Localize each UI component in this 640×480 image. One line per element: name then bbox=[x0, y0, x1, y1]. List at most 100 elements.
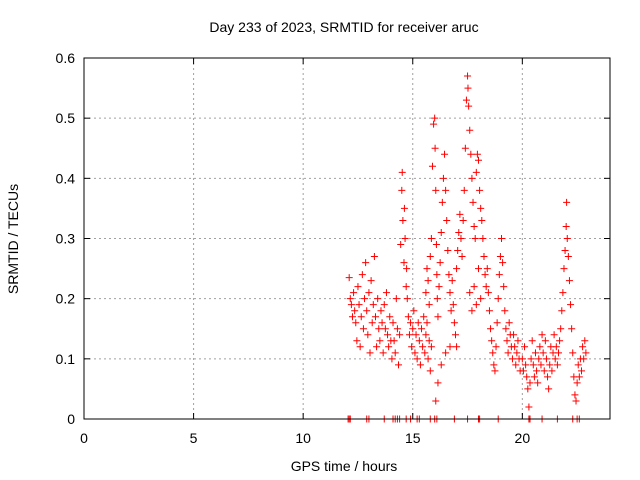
data-point bbox=[442, 349, 450, 357]
data-point bbox=[434, 313, 442, 321]
data-point bbox=[523, 373, 531, 381]
data-point bbox=[449, 301, 457, 309]
data-point bbox=[464, 72, 472, 80]
data-point bbox=[405, 331, 413, 339]
data-point bbox=[510, 331, 518, 339]
data-point bbox=[468, 307, 476, 315]
data-point bbox=[574, 361, 582, 369]
data-point bbox=[455, 228, 463, 236]
data-point bbox=[493, 319, 501, 327]
x-axis-label: GPS time / hours bbox=[291, 458, 398, 474]
data-point bbox=[550, 331, 558, 339]
data-point bbox=[351, 307, 359, 315]
data-point bbox=[578, 367, 586, 375]
data-point bbox=[426, 367, 434, 375]
data-point bbox=[431, 144, 439, 152]
data-point bbox=[378, 319, 386, 327]
data-point bbox=[345, 274, 353, 282]
data-point bbox=[426, 253, 434, 261]
data-point bbox=[580, 355, 588, 363]
data-point bbox=[572, 397, 580, 405]
data-point bbox=[374, 295, 382, 303]
data-point bbox=[453, 343, 461, 351]
data-point bbox=[503, 337, 511, 345]
data-point bbox=[398, 186, 406, 194]
data-point bbox=[450, 319, 458, 327]
data-point bbox=[537, 361, 545, 369]
data-point bbox=[390, 337, 398, 345]
data-point bbox=[540, 367, 548, 375]
data-point bbox=[458, 253, 466, 261]
data-point bbox=[512, 361, 520, 369]
data-point bbox=[427, 343, 435, 351]
y-tick-label: 0.4 bbox=[56, 170, 76, 186]
data-point bbox=[444, 247, 452, 255]
data-point bbox=[518, 355, 526, 363]
data-point bbox=[408, 343, 416, 351]
data-point bbox=[353, 337, 361, 345]
data-point bbox=[473, 150, 481, 158]
data-point bbox=[526, 379, 534, 387]
data-point bbox=[581, 337, 589, 345]
data-point bbox=[421, 349, 429, 357]
data-point bbox=[480, 253, 488, 261]
data-point bbox=[521, 343, 529, 351]
data-point bbox=[392, 295, 400, 303]
data-point bbox=[453, 265, 461, 273]
data-point bbox=[519, 367, 527, 375]
data-point bbox=[495, 271, 503, 279]
chart-title: Day 233 of 2023, SRMTID for receiver aru… bbox=[209, 19, 478, 35]
data-point bbox=[448, 277, 456, 285]
data-point bbox=[412, 331, 420, 339]
data-point bbox=[366, 349, 374, 357]
data-point bbox=[451, 331, 459, 339]
data-point bbox=[562, 222, 570, 230]
data-point bbox=[385, 343, 393, 351]
data-point bbox=[376, 337, 384, 345]
data-point bbox=[482, 283, 490, 291]
data-point bbox=[483, 265, 491, 273]
data-point bbox=[435, 283, 443, 291]
data-point bbox=[375, 325, 383, 333]
data-point bbox=[423, 319, 431, 327]
data-point bbox=[478, 216, 486, 224]
data-point bbox=[563, 235, 571, 242]
data-point bbox=[530, 373, 538, 381]
data-point bbox=[527, 355, 535, 363]
data-point bbox=[415, 337, 423, 345]
data-point bbox=[395, 361, 403, 369]
data-point bbox=[466, 126, 474, 134]
data-point bbox=[471, 235, 479, 242]
data-point bbox=[456, 210, 464, 218]
data-point bbox=[502, 325, 510, 333]
data-point bbox=[556, 337, 564, 345]
data-point bbox=[434, 379, 442, 387]
data-point bbox=[531, 349, 539, 357]
data-point bbox=[542, 355, 550, 363]
data-point bbox=[431, 114, 439, 122]
data-point bbox=[352, 319, 360, 327]
data-point bbox=[438, 198, 446, 206]
y-tick-label: 0.5 bbox=[56, 110, 76, 126]
data-point bbox=[475, 156, 482, 164]
data-point bbox=[403, 265, 411, 273]
data-point bbox=[459, 216, 467, 224]
data-point bbox=[419, 343, 427, 351]
data-point bbox=[479, 235, 487, 242]
data-point bbox=[379, 349, 387, 357]
data-point bbox=[389, 319, 397, 327]
data-point bbox=[561, 247, 569, 255]
data-point bbox=[465, 102, 473, 110]
data-point bbox=[413, 355, 421, 363]
data-point bbox=[371, 313, 379, 321]
data-point bbox=[410, 307, 418, 315]
data-point bbox=[477, 295, 485, 303]
data-point bbox=[545, 385, 553, 393]
data-point bbox=[475, 265, 482, 273]
y-tick-label: 0.2 bbox=[56, 291, 76, 307]
data-point bbox=[573, 379, 581, 387]
y-axis-label: SRMTID / TECUs bbox=[5, 184, 21, 294]
data-point bbox=[347, 301, 355, 309]
data-point bbox=[551, 355, 559, 363]
data-point bbox=[536, 343, 544, 351]
